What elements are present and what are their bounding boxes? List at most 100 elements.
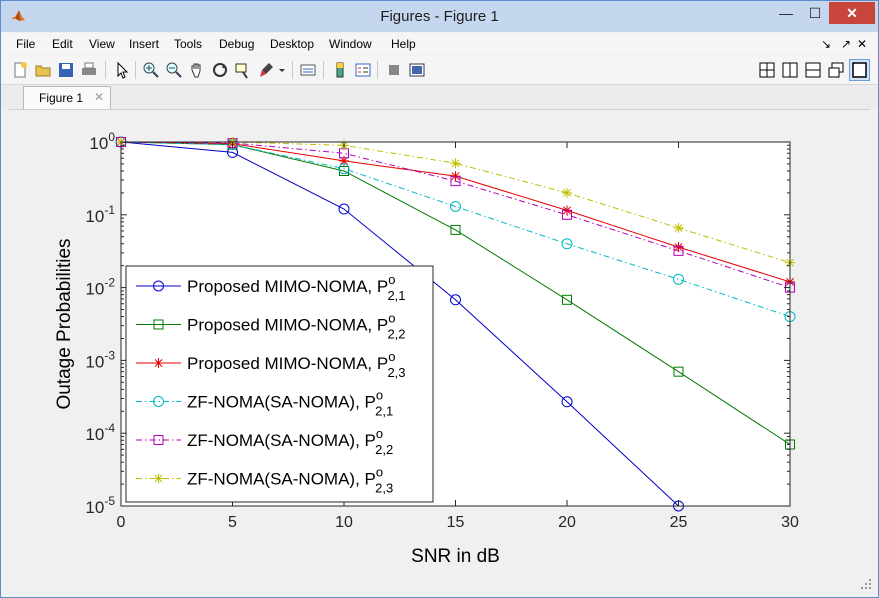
menu-desktop[interactable]: Desktop	[270, 37, 315, 51]
figure-toolbar	[1, 56, 878, 85]
data-point-series-2	[673, 366, 684, 377]
y-axis-label: Outage Probabilities	[54, 238, 75, 409]
maximize-icon[interactable]	[849, 59, 870, 81]
data-point-series-3	[450, 171, 461, 182]
rotate-3d-icon[interactable]	[211, 61, 229, 79]
x-axis-label: SNR in dB	[411, 546, 500, 567]
menu-debug[interactable]: Debug	[219, 37, 255, 51]
data-point-series-5	[673, 245, 684, 256]
resize-grip-icon[interactable]	[859, 577, 873, 591]
show-plot-tools-icon[interactable]	[408, 61, 426, 79]
brush-dropdown-icon[interactable]	[277, 61, 287, 79]
close-button[interactable]: ✕	[829, 2, 875, 24]
data-point-series-3	[339, 155, 349, 166]
x-tick-label: 10	[335, 514, 353, 531]
menu-view[interactable]: View	[89, 37, 115, 51]
legend-label-1: Proposed MIMO-NOMA, Po 2,1	[187, 272, 406, 303]
legend-label-5: ZF-NOMA(SA-NOMA), Po 2,2	[187, 426, 393, 457]
menu-help[interactable]: Help	[391, 37, 416, 51]
legend-marker-1	[153, 280, 164, 292]
x-tick-label: 0	[117, 514, 126, 531]
matlab-logo-icon	[11, 10, 25, 21]
toolbar-separator	[292, 61, 293, 79]
tile-top-bottom-icon[interactable]	[804, 61, 822, 79]
save-icon[interactable]	[57, 61, 75, 79]
toolbar-separator	[377, 61, 378, 79]
tab-label: Figure 1	[39, 91, 84, 105]
maximize-button[interactable]: ☐	[808, 5, 822, 21]
tile-left-right-icon[interactable]	[781, 61, 799, 79]
x-tick-label: 30	[781, 514, 799, 531]
x-tick-label: 20	[558, 514, 576, 531]
pan-hand-icon[interactable]	[188, 61, 206, 79]
data-point-series-4	[450, 201, 461, 213]
data-point-series-2	[562, 294, 572, 305]
data-point-series-3	[673, 242, 684, 253]
menu-insert[interactable]: Insert	[129, 37, 160, 51]
open-file-icon[interactable]	[34, 61, 52, 79]
print-icon[interactable]	[80, 61, 98, 79]
data-point-series-6	[450, 158, 461, 169]
float-icon[interactable]	[827, 61, 845, 79]
data-point-series-2	[450, 224, 461, 235]
zoom-in-icon[interactable]	[142, 61, 160, 79]
select-arrow-icon[interactable]	[113, 61, 131, 79]
x-tick-label: 5	[228, 514, 237, 531]
y-tick-label: 10-2	[85, 276, 115, 299]
dock-icon[interactable]: ↘	[821, 37, 832, 51]
legend[interactable]: Proposed MIMO-NOMA, Po 2,1 Proposed MIMO-N…	[125, 265, 434, 503]
window-title: Figures - Figure 1	[380, 8, 499, 25]
figure-tab-strip: Figure 1 ✕	[1, 85, 878, 109]
toolbar-separator	[323, 61, 324, 79]
menu-window[interactable]: Window	[329, 37, 372, 51]
x-tick-label: 15	[447, 514, 465, 531]
legend-icon[interactable]	[354, 61, 372, 79]
tab-close-icon[interactable]: ✕	[94, 90, 105, 104]
chart-canvas[interactable]: 0 5 10 15 20 25 30 10-5 10-4 10-3 10-2 10-1 100 SNR …	[9, 110, 870, 589]
x-tick-label: 25	[670, 514, 688, 531]
data-point-series-4	[673, 273, 684, 285]
link-plot-icon[interactable]	[299, 61, 317, 79]
toolbar-separator	[105, 61, 106, 79]
data-cursor-icon[interactable]	[234, 61, 252, 79]
data-point-series-6	[562, 187, 572, 198]
menu-bar: File Edit View Insert Tools Debug Deskto…	[1, 33, 878, 55]
legend-label-4: ZF-NOMA(SA-NOMA), Po 2,1	[187, 388, 393, 419]
y-tick-label: 100	[89, 130, 115, 153]
legend-marker-3	[153, 358, 164, 368]
menu-file[interactable]: File	[16, 37, 36, 51]
legend-box	[125, 265, 434, 503]
series-line-1	[120, 141, 679, 507]
legend-marker-2	[153, 319, 164, 330]
data-point-series-1	[450, 294, 461, 306]
new-figure-icon[interactable]	[11, 61, 29, 79]
hide-plot-tools-icon[interactable]	[385, 61, 403, 79]
menu-edit[interactable]: Edit	[52, 37, 73, 51]
tab-figure-1[interactable]: Figure 1 ✕	[23, 86, 111, 109]
figure-area: 0 5 10 15 20 25 30 10-5 10-4 10-3 10-2 10-1 100 SNR …	[9, 109, 870, 589]
y-tick-label: 10-4	[85, 421, 115, 444]
brush-icon[interactable]	[257, 61, 275, 79]
data-point-series-5	[562, 209, 572, 220]
data-point-series-1	[338, 203, 350, 215]
zoom-out-icon[interactable]	[165, 61, 183, 79]
menu-tools[interactable]: Tools	[174, 37, 203, 51]
tile-grid-icon[interactable]	[758, 61, 776, 79]
menu-close-icon[interactable]: ✕	[857, 37, 868, 51]
colorbar-icon[interactable]	[331, 61, 349, 79]
minimize-button[interactable]: —	[779, 5, 793, 21]
legend-marker-4	[153, 396, 164, 407]
legend-label-6: ZF-NOMA(SA-NOMA), Po 2,3	[187, 465, 393, 496]
data-point-series-1	[561, 396, 573, 408]
y-tick-label: 10-5	[85, 494, 115, 517]
undock-icon[interactable]: ↗	[841, 37, 852, 51]
data-point-series-4	[338, 163, 350, 175]
y-tick-label: 10-3	[85, 348, 115, 371]
legend-label-2: Proposed MIMO-NOMA, Po 2,2	[187, 311, 406, 342]
y-tick-label: 10-1	[85, 203, 115, 226]
data-point-series-4	[561, 238, 573, 250]
legend-marker-6	[153, 473, 164, 484]
title-bar[interactable]: Figures - Figure 1 — ☐ ✕	[1, 1, 878, 32]
data-point-series-6	[673, 222, 684, 233]
